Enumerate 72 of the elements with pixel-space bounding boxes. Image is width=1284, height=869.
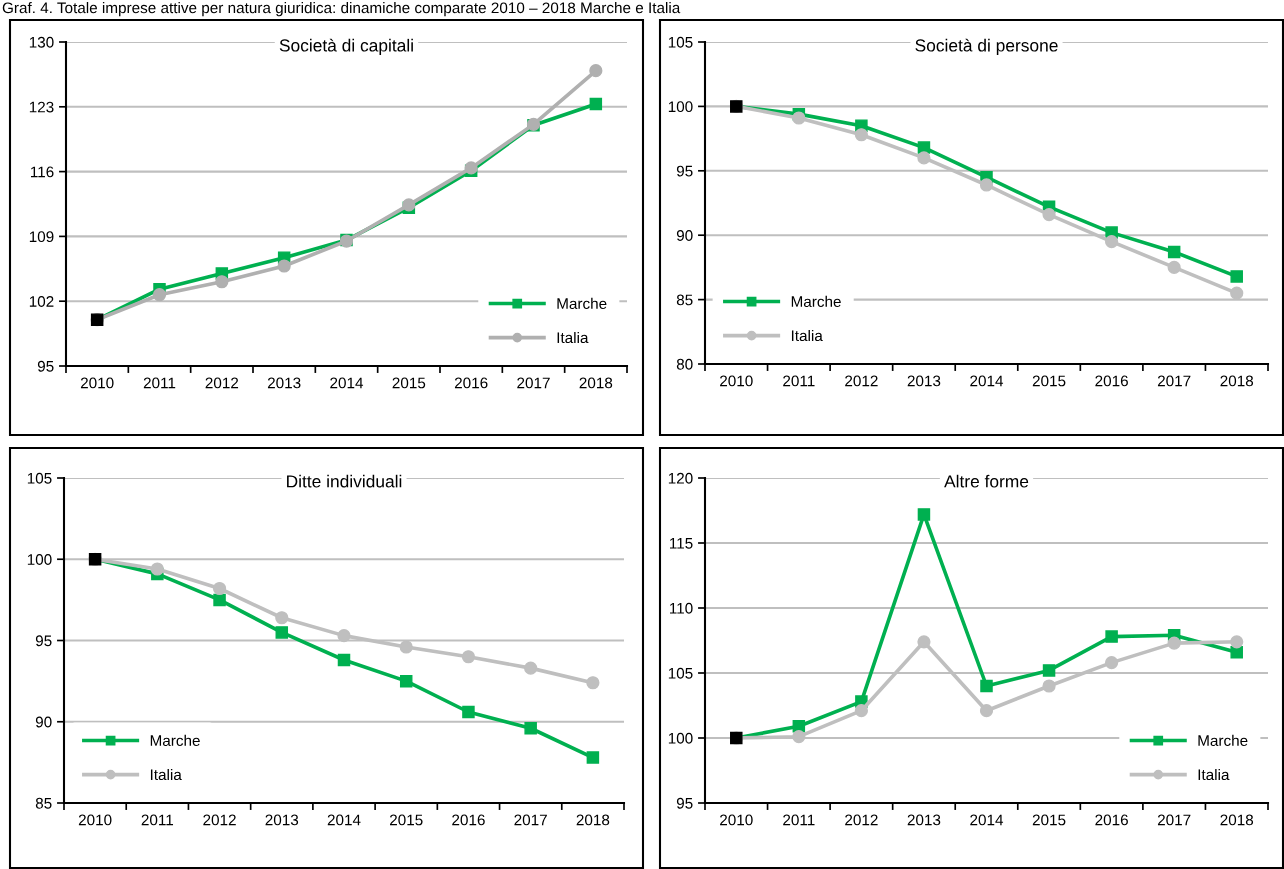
x-tick-label: 2011	[783, 814, 815, 826]
y-tick-label: 90	[676, 230, 693, 241]
y-tick-label: 130	[29, 36, 54, 48]
x-tick-label: 2014	[330, 377, 364, 389]
legend-label: Marche	[150, 734, 200, 747]
chart-title: Società di persone	[915, 38, 1058, 56]
x-tick-label: 2016	[454, 377, 488, 389]
x-tick-label: 2011	[141, 814, 174, 826]
x-tick-label: 2018	[1220, 375, 1254, 387]
x-tick-label: 2015	[392, 377, 426, 389]
x-tick-label: 2015	[1032, 375, 1066, 387]
y-tick-label: 123	[29, 101, 54, 113]
x-tick-label: 2017	[517, 377, 550, 389]
y-tick-label: 95	[37, 360, 54, 372]
x-tick-label: 2017	[1157, 375, 1191, 387]
chart-title: Società di capitali	[279, 38, 413, 56]
x-tick-label: 2017	[514, 814, 547, 826]
legend-label: Italia	[557, 331, 589, 344]
x-tick-label: 2014	[327, 814, 361, 826]
y-tick-label: 110	[670, 602, 693, 614]
x-tick-label: 2018	[579, 377, 613, 389]
y-tick-label: 95	[35, 635, 52, 647]
y-tick-label: 102	[29, 296, 54, 307]
y-tick-label: 105	[27, 472, 52, 484]
x-tick-label: 2013	[907, 814, 941, 826]
x-tick-label: 2012	[845, 375, 878, 387]
y-tick-label: 105	[668, 667, 693, 679]
x-tick-label: 2014	[970, 814, 1004, 826]
y-tick-label: 115	[670, 538, 693, 549]
y-tick-label: 80	[676, 358, 693, 370]
x-tick-label: 2014	[970, 375, 1004, 387]
y-tick-label: 95	[676, 797, 693, 809]
y-tick-label: 109	[29, 231, 54, 243]
x-tick-label: 2012	[203, 814, 236, 826]
y-tick-label: 90	[35, 716, 52, 728]
x-tick-label: 2013	[265, 814, 299, 826]
y-tick-label: 100	[668, 101, 693, 113]
chart-title: Ditte individuali	[287, 474, 402, 488]
x-tick-label: 2018	[576, 814, 610, 826]
y-tick-label: 120	[668, 472, 693, 484]
x-tick-label: 2016	[1095, 375, 1128, 387]
x-tick-label: 2017	[1157, 814, 1191, 826]
legend-label: Marche	[1198, 734, 1248, 747]
x-tick-label: 2015	[390, 814, 423, 826]
x-tick-label: 2012	[845, 814, 878, 826]
chart-title: Altre forme	[944, 474, 1029, 488]
y-tick-label: 116	[31, 166, 54, 178]
y-tick-label: 105	[668, 36, 693, 48]
x-tick-label: 2011	[143, 377, 176, 389]
x-tick-label: 2013	[267, 377, 301, 389]
legend-label: Italia	[150, 768, 182, 781]
y-tick-label: 100	[27, 554, 52, 565]
legend-label: Italia	[791, 329, 823, 342]
y-tick-label: 100	[668, 732, 693, 744]
x-tick-label: 2010	[720, 375, 753, 387]
x-tick-label: 2016	[452, 814, 485, 826]
y-tick-label: 85	[35, 797, 52, 809]
x-tick-label: 2018	[1220, 814, 1254, 826]
legend-label: Italia	[1198, 768, 1230, 781]
x-tick-label: 2012	[205, 377, 239, 389]
y-tick-label: 95	[676, 165, 693, 177]
y-tick-label: 85	[676, 294, 693, 306]
legend-label: Marche	[791, 295, 841, 308]
legend-label: Marche	[557, 297, 607, 310]
text: Graf. 4. Totale imprese attive per natura giuridica: dinamiche comparate 2010 – 2018 Marche e Italia	[2, 2, 681, 17]
x-tick-label: 2010	[78, 814, 112, 826]
x-tick-label: 2016	[1095, 814, 1128, 826]
x-tick-label: 2015	[1032, 814, 1066, 826]
x-tick-label: 2013	[907, 375, 941, 387]
x-tick-label: 2011	[783, 375, 815, 387]
x-tick-label: 2010	[80, 377, 114, 389]
x-tick-label: 2010	[720, 814, 753, 826]
